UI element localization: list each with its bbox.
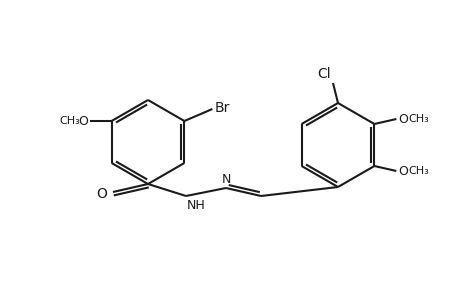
Text: Cl: Cl — [317, 67, 330, 81]
Text: CH₃: CH₃ — [59, 116, 79, 126]
Text: Br: Br — [214, 101, 229, 115]
Text: N: N — [221, 173, 230, 186]
Text: CH₃: CH₃ — [408, 166, 428, 176]
Text: O: O — [397, 112, 407, 125]
Text: O: O — [397, 164, 407, 178]
Text: NH: NH — [187, 199, 205, 212]
Text: O: O — [78, 115, 87, 128]
Text: O: O — [96, 187, 107, 201]
Text: CH₃: CH₃ — [408, 114, 428, 124]
